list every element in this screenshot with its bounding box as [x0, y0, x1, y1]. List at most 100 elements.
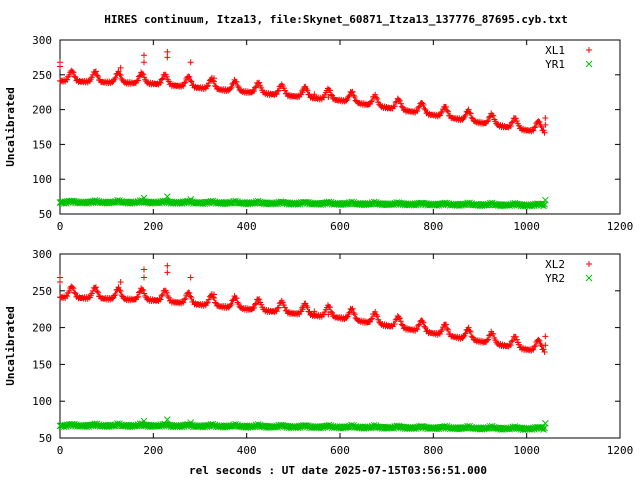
data-point [462, 330, 469, 337]
data-point [251, 87, 258, 94]
data-point [253, 300, 260, 307]
chart-title: HIRES continuum, Itza13, file:Skynet_608… [104, 13, 568, 26]
data-point [468, 333, 475, 340]
data-point [327, 422, 335, 429]
legend-label: XL1 [545, 44, 565, 57]
data-point [490, 331, 497, 338]
data-point [540, 346, 547, 353]
data-point [110, 422, 117, 429]
data-point [485, 117, 492, 124]
data-point [69, 68, 76, 75]
y-tick-label: 100 [32, 395, 52, 408]
data-point [535, 118, 542, 125]
data-point [204, 299, 211, 306]
data-point [391, 321, 398, 328]
data-point [163, 421, 171, 429]
data-point [437, 328, 444, 335]
data-point [420, 319, 427, 326]
data-point [299, 422, 307, 429]
data-point [92, 68, 99, 75]
data-point-outlier [187, 59, 194, 66]
data-point [163, 73, 170, 80]
y-axis-label: Uncalibrated [4, 306, 17, 385]
data-point [398, 103, 405, 110]
data-point [211, 421, 219, 429]
data-point [110, 198, 117, 206]
data-point [438, 108, 445, 115]
y-tick-label: 200 [32, 104, 52, 117]
data-point [116, 197, 123, 204]
data-point-outlier [311, 91, 318, 98]
data-point [484, 118, 491, 125]
data-point [327, 304, 334, 311]
data-point [466, 109, 473, 116]
data-point [227, 85, 234, 92]
data-point [513, 336, 520, 343]
data-point [536, 119, 543, 126]
data-point [205, 296, 212, 303]
data-point [228, 84, 235, 91]
data-point [159, 291, 166, 298]
data-point-outlier [541, 196, 549, 204]
data-point [158, 76, 165, 83]
data-point [419, 100, 426, 107]
data-point [158, 292, 165, 299]
data-point-outlier [187, 419, 195, 426]
data-point [92, 284, 99, 291]
data-point [396, 97, 403, 104]
y-tick-label: 100 [32, 173, 52, 186]
data-point [445, 326, 452, 333]
data-point [299, 198, 307, 206]
data-point [71, 73, 78, 80]
data-point [275, 87, 282, 94]
data-point [530, 346, 537, 353]
data-point [112, 290, 119, 297]
data-point [539, 424, 546, 432]
data-point [412, 201, 420, 209]
data-point [281, 87, 288, 94]
data-point [211, 198, 219, 205]
y-axis-label: Uncalibrated [4, 87, 17, 166]
data-point [235, 300, 242, 307]
data-point [130, 422, 138, 430]
data-point [509, 337, 516, 344]
series-XL2 [57, 262, 549, 356]
data-point-outlier [325, 311, 332, 318]
data-point [91, 69, 98, 76]
data-point [460, 115, 467, 122]
data-point [252, 301, 259, 308]
data-point-outlier [141, 274, 147, 281]
data-point [350, 92, 357, 99]
data-point-outlier [325, 94, 332, 101]
data-point [465, 106, 472, 113]
data-point [93, 197, 101, 205]
data-point [159, 75, 166, 82]
data-point [229, 81, 236, 88]
data-point [69, 284, 76, 291]
data-point [256, 296, 263, 303]
y-tick-label: 150 [32, 358, 52, 371]
data-point [368, 316, 375, 323]
data-point-outlier [541, 419, 549, 427]
series-XL1 [57, 48, 549, 136]
data-point [397, 318, 404, 325]
data-point [157, 296, 164, 303]
data-point [465, 324, 472, 331]
data-point [372, 91, 379, 98]
data-point [70, 69, 77, 76]
data-point [139, 286, 146, 293]
data-point [281, 304, 288, 311]
data-point-outlier [164, 269, 171, 276]
data-point [486, 114, 493, 121]
data-point [343, 97, 350, 104]
data-point [392, 99, 399, 106]
data-point [535, 336, 542, 343]
data-point [484, 337, 491, 344]
data-point [343, 314, 350, 321]
x-tick-label: 800 [423, 220, 443, 233]
series-YR2 [56, 416, 549, 433]
data-point [111, 76, 118, 83]
data-point [466, 327, 473, 334]
y-tick-label: 300 [32, 34, 52, 47]
data-point [182, 79, 189, 86]
